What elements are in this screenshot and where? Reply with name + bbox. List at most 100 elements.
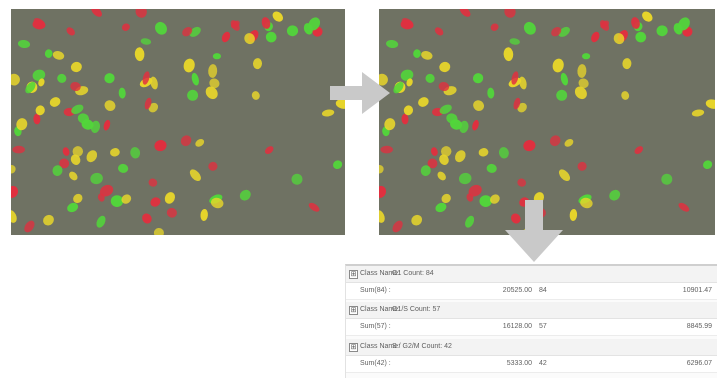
cell-blob	[578, 78, 589, 89]
cell-blob	[335, 99, 345, 109]
cell-blob	[435, 202, 447, 213]
expand-icon[interactable]: ⊞	[349, 306, 358, 315]
cell-blob	[439, 104, 452, 114]
cell-blob	[551, 27, 562, 37]
sum-label: Sum(84) :	[360, 287, 391, 294]
cell-blob	[580, 197, 593, 209]
cell-blob	[286, 25, 299, 37]
cell-blob	[142, 213, 152, 224]
expand-icon[interactable]: ⊞	[349, 343, 358, 352]
cell-blob	[621, 91, 630, 100]
cell-blob	[72, 146, 84, 157]
cell-blob	[458, 172, 472, 185]
cell-blob	[425, 73, 435, 83]
cell-blob	[70, 154, 81, 165]
cell-blob	[70, 81, 81, 92]
total-value: 6296.07	[686, 360, 712, 367]
cell-blob	[400, 69, 414, 81]
cell-blob	[140, 38, 152, 45]
cell-blob	[642, 11, 653, 22]
cell-blob	[511, 213, 521, 224]
cell-blob	[427, 158, 438, 169]
cell-blob	[121, 194, 132, 204]
cell-image-original	[11, 9, 345, 235]
cell-blob	[70, 61, 82, 73]
cell-blob	[182, 27, 193, 37]
expand-icon[interactable]: ⊞	[349, 270, 358, 279]
cell-blob	[622, 58, 632, 70]
cell-blob	[150, 76, 158, 90]
cell-blob	[487, 87, 495, 99]
cell-blob	[490, 23, 499, 31]
cell-blob	[523, 140, 536, 152]
class-name-value: S / G2/M Count: 42	[392, 343, 452, 350]
cell-blob	[32, 19, 46, 30]
cell-blob	[239, 189, 251, 201]
cell-blob	[118, 163, 129, 173]
cell-blob	[504, 9, 516, 18]
cell-blob	[150, 197, 161, 207]
cell-blob	[73, 193, 83, 204]
cell-blob	[498, 147, 509, 159]
cell-blob	[142, 71, 150, 85]
cell-blob	[200, 209, 208, 221]
cell-blob	[600, 20, 610, 29]
cell-blob	[90, 172, 103, 185]
cell-blob	[189, 169, 201, 182]
cell-blob	[401, 113, 409, 125]
cell-blob	[393, 81, 404, 94]
cell-blob	[459, 9, 471, 17]
cell-blob	[66, 27, 75, 36]
cell-blob	[439, 154, 449, 165]
cell-blob	[558, 26, 570, 37]
cell-blob	[472, 73, 484, 84]
arrow-down-icon	[505, 200, 563, 262]
class-sum-row: Sum(42) : 5333.00 42 6296.07	[346, 356, 717, 373]
cell-blob	[221, 31, 231, 43]
sum-label: Sum(57) :	[360, 323, 391, 330]
cell-blob	[577, 161, 587, 171]
cell-blob	[251, 91, 260, 100]
cell-blob	[403, 105, 414, 116]
cell-blob	[437, 171, 446, 181]
cell-blob	[386, 39, 399, 49]
cell-blob	[411, 214, 423, 226]
cell-blob	[379, 73, 388, 86]
cell-blob	[210, 197, 224, 209]
cell-blob	[702, 160, 713, 170]
cell-blob	[33, 113, 41, 125]
cell-blob	[490, 194, 500, 204]
cell-blob	[69, 171, 78, 181]
sum-value: 5333.00	[506, 360, 532, 367]
count-value: 84	[539, 287, 547, 294]
cell-blob	[17, 39, 31, 49]
cell-blob	[11, 73, 20, 86]
sum-label: Sum(42) :	[360, 360, 391, 367]
sum-value: 20525.00	[502, 287, 532, 294]
cell-blob	[252, 58, 263, 70]
cell-blob	[418, 97, 429, 107]
class-name-label: Class Name:	[360, 306, 401, 313]
cell-blob	[421, 51, 433, 60]
cell-blob	[635, 31, 647, 43]
cell-blob	[503, 47, 514, 62]
cell-blob	[187, 89, 199, 101]
cell-blob	[577, 64, 587, 78]
cell-blob	[473, 100, 485, 111]
class-results-table: ⊞ Class Name: G1 Count: 84 Sum(84) : 205…	[345, 264, 717, 378]
cell-blob	[556, 89, 568, 101]
cell-blob	[431, 147, 438, 156]
cell-blob	[379, 164, 384, 174]
cell-blob	[208, 64, 218, 78]
cell-blob	[321, 109, 335, 117]
cell-blob	[519, 76, 527, 90]
cell-blob	[25, 81, 36, 94]
cell-blob	[244, 33, 255, 45]
cell-blob	[16, 118, 28, 131]
cell-blob	[441, 193, 451, 204]
cell-blob	[155, 21, 167, 35]
cell-blob	[332, 160, 343, 170]
cell-blob	[261, 17, 271, 29]
cell-blob	[104, 73, 115, 84]
cell-blob	[104, 100, 116, 111]
